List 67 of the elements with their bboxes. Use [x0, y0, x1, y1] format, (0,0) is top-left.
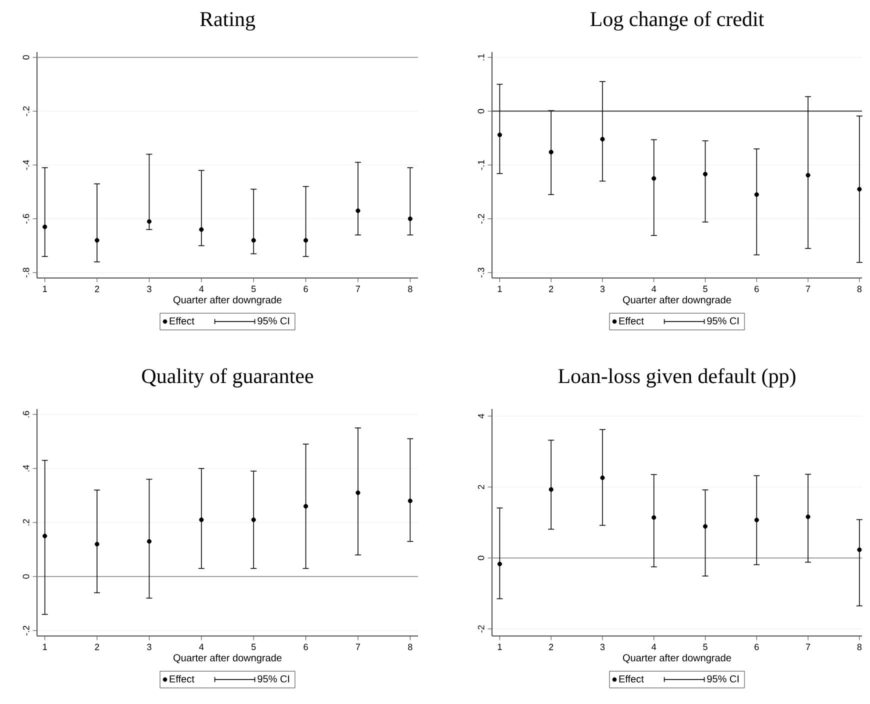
x-tick-label: 6 — [754, 286, 759, 292]
chart-title: Rating — [200, 12, 256, 31]
legend-label: Effect — [170, 317, 194, 325]
y-tick-label: -.6 — [22, 214, 30, 224]
x-tick-label: 8 — [857, 644, 862, 650]
legend-label: Effect — [619, 317, 644, 325]
x-tick-label: 3 — [600, 286, 605, 292]
y-tick-label: .2 — [22, 519, 30, 526]
x-axis-title: Quarter after downgrade — [623, 296, 732, 306]
legend-label: Effect — [170, 675, 194, 683]
y-tick-label: 0 — [22, 574, 30, 579]
x-tick-label: 2 — [549, 644, 554, 650]
x-tick-label: 4 — [652, 286, 656, 292]
chart-title: Loan-loss given default (pp) — [558, 368, 796, 388]
y-tick-label: -2 — [478, 625, 484, 632]
y-tick-label: -.2 — [478, 214, 484, 224]
x-tick-label: 5 — [703, 644, 708, 650]
chart-title: Quality of guarantee — [142, 368, 314, 388]
y-tick-label: -.8 — [22, 268, 30, 278]
y-tick-label: -.2 — [22, 626, 30, 636]
y-tick-label: .4 — [23, 464, 30, 472]
y-tick-label: 4 — [478, 414, 484, 418]
x-tick-label: 8 — [408, 286, 412, 292]
y-tick-label: -.2 — [22, 106, 30, 116]
x-tick-label: 5 — [703, 286, 708, 292]
x-tick-label: 6 — [754, 644, 759, 650]
y-tick-label: -.3 — [478, 268, 484, 278]
x-tick-label: 7 — [356, 286, 360, 292]
x-tick-label: 1 — [43, 644, 47, 650]
y-tick-label: -.4 — [23, 160, 30, 170]
x-tick-label: 8 — [408, 644, 412, 650]
x-tick-label: 3 — [147, 286, 152, 292]
x-tick-label: 7 — [806, 286, 810, 292]
x-axis-title: Quarter after downgrade — [174, 654, 282, 664]
x-tick-label: 1 — [498, 644, 502, 650]
legend-label: Effect — [619, 675, 644, 683]
legend-label: 95% CI — [707, 317, 739, 324]
x-tick-label: 8 — [857, 286, 862, 292]
y-tick-label: -.1 — [478, 160, 484, 170]
legend-label: 95% CI — [707, 675, 739, 682]
x-tick-label: 2 — [549, 286, 554, 292]
x-tick-label: 5 — [251, 644, 256, 650]
y-tick-label: 0 — [22, 55, 30, 60]
y-tick-label: 0 — [478, 109, 484, 114]
x-tick-label: 5 — [251, 286, 256, 292]
x-tick-label: 3 — [147, 644, 152, 650]
x-tick-label: 7 — [806, 644, 810, 650]
y-tick-label: 2 — [478, 484, 484, 490]
x-tick-label: 4 — [199, 286, 204, 292]
x-tick-label: 1 — [43, 286, 47, 292]
legend-label: 95% CI — [258, 675, 290, 682]
chart-title: Log change of credit — [590, 11, 764, 31]
x-tick-label: 1 — [498, 286, 502, 292]
x-tick-label: 6 — [304, 644, 308, 650]
x-axis-title: Quarter after downgrade — [174, 296, 282, 306]
x-tick-label: 2 — [94, 644, 100, 650]
x-tick-label: 4 — [199, 644, 204, 650]
x-tick-label: 3 — [600, 644, 605, 650]
x-tick-label: 2 — [94, 286, 100, 292]
legend-label: 95% CI — [258, 317, 290, 324]
y-tick-label: 0 — [478, 556, 484, 560]
x-tick-label: 6 — [304, 286, 308, 292]
y-tick-label: .1 — [478, 54, 484, 60]
x-tick-label: 7 — [356, 644, 360, 650]
y-tick-label: .6 — [22, 411, 30, 418]
x-tick-label: 4 — [652, 644, 656, 650]
x-axis-title: Quarter after downgrade — [623, 654, 732, 664]
